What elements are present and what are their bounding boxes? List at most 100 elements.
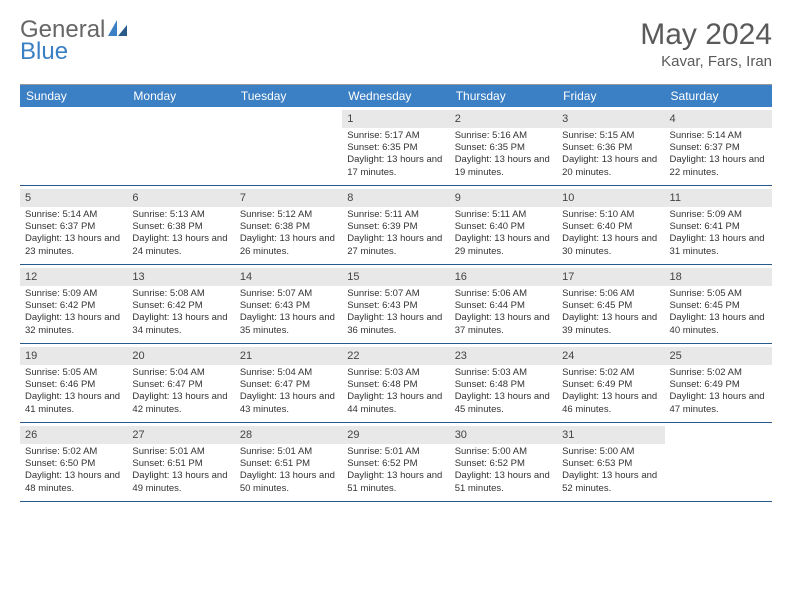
daylight-text: Daylight: 13 hours and 51 minutes. xyxy=(455,470,552,494)
day-header-tuesday: Tuesday xyxy=(235,85,342,107)
day-number: 19 xyxy=(20,347,127,365)
sunset-text: Sunset: 6:50 PM xyxy=(25,458,122,470)
sunset-text: Sunset: 6:37 PM xyxy=(25,221,122,233)
calendar-cell: 15Sunrise: 5:07 AMSunset: 6:43 PMDayligh… xyxy=(342,265,449,343)
daylight-text: Daylight: 13 hours and 45 minutes. xyxy=(455,391,552,415)
sunset-text: Sunset: 6:48 PM xyxy=(347,379,444,391)
daylight-text: Daylight: 13 hours and 41 minutes. xyxy=(25,391,122,415)
sunset-text: Sunset: 6:38 PM xyxy=(132,221,229,233)
day-number: 6 xyxy=(127,189,234,207)
sunset-text: Sunset: 6:35 PM xyxy=(455,142,552,154)
day-number: 9 xyxy=(450,189,557,207)
day-number: 28 xyxy=(235,426,342,444)
sunrise-text: Sunrise: 5:02 AM xyxy=(670,367,767,379)
sunrise-text: Sunrise: 5:12 AM xyxy=(240,209,337,221)
sunrise-text: Sunrise: 5:13 AM xyxy=(132,209,229,221)
page-header: GeneralBlue May 2024 Kavar, Fars, Iran xyxy=(20,18,772,70)
sunrise-text: Sunrise: 5:08 AM xyxy=(132,288,229,300)
day-number: 22 xyxy=(342,347,449,365)
sunset-text: Sunset: 6:51 PM xyxy=(240,458,337,470)
sunset-text: Sunset: 6:39 PM xyxy=(347,221,444,233)
calendar-cell: 12Sunrise: 5:09 AMSunset: 6:42 PMDayligh… xyxy=(20,265,127,343)
sunset-text: Sunset: 6:45 PM xyxy=(562,300,659,312)
day-number: 7 xyxy=(235,189,342,207)
sunrise-text: Sunrise: 5:01 AM xyxy=(347,446,444,458)
daylight-text: Daylight: 13 hours and 26 minutes. xyxy=(240,233,337,257)
calendar-cell: 13Sunrise: 5:08 AMSunset: 6:42 PMDayligh… xyxy=(127,265,234,343)
sunset-text: Sunset: 6:42 PM xyxy=(132,300,229,312)
sunrise-text: Sunrise: 5:11 AM xyxy=(455,209,552,221)
sunset-text: Sunset: 6:35 PM xyxy=(347,142,444,154)
sunset-text: Sunset: 6:51 PM xyxy=(132,458,229,470)
daylight-text: Daylight: 13 hours and 30 minutes. xyxy=(562,233,659,257)
day-number: 14 xyxy=(235,268,342,286)
sunrise-text: Sunrise: 5:14 AM xyxy=(670,130,767,142)
day-number: 1 xyxy=(342,110,449,128)
day-header-wednesday: Wednesday xyxy=(342,85,449,107)
sunset-text: Sunset: 6:43 PM xyxy=(347,300,444,312)
sunset-text: Sunset: 6:43 PM xyxy=(240,300,337,312)
calendar-cell: 26Sunrise: 5:02 AMSunset: 6:50 PMDayligh… xyxy=(20,423,127,501)
calendar-cell: 24Sunrise: 5:02 AMSunset: 6:49 PMDayligh… xyxy=(557,344,664,422)
brand-part2: Blue xyxy=(20,40,129,64)
calendar-cell: 21Sunrise: 5:04 AMSunset: 6:47 PMDayligh… xyxy=(235,344,342,422)
daylight-text: Daylight: 13 hours and 27 minutes. xyxy=(347,233,444,257)
calendar-cell: 17Sunrise: 5:06 AMSunset: 6:45 PMDayligh… xyxy=(557,265,664,343)
sunrise-text: Sunrise: 5:02 AM xyxy=(562,367,659,379)
day-number: 3 xyxy=(557,110,664,128)
sunrise-text: Sunrise: 5:01 AM xyxy=(132,446,229,458)
calendar-cell: 7 Sunrise: 5:12 AMSunset: 6:38 PMDaylight… xyxy=(235,186,342,264)
calendar-cell: 10Sunrise: 5:10 AMSunset: 6:40 PMDayligh… xyxy=(557,186,664,264)
day-header-row: SundayMondayTuesdayWednesdayThursdayFrid… xyxy=(20,85,772,107)
week-row: 1Sunrise: 5:17 AMSunset: 6:35 PMDaylight… xyxy=(20,107,772,186)
day-number: 17 xyxy=(557,268,664,286)
day-number: 8 xyxy=(342,189,449,207)
calendar-cell: 9 Sunrise: 5:11 AMSunset: 6:40 PMDaylight… xyxy=(450,186,557,264)
daylight-text: Daylight: 13 hours and 23 minutes. xyxy=(25,233,122,257)
daylight-text: Daylight: 13 hours and 22 minutes. xyxy=(670,154,767,178)
sunrise-text: Sunrise: 5:07 AM xyxy=(240,288,337,300)
sunset-text: Sunset: 6:47 PM xyxy=(240,379,337,391)
calendar-cell: 20Sunrise: 5:04 AMSunset: 6:47 PMDayligh… xyxy=(127,344,234,422)
month-title: May 2024 xyxy=(640,18,772,51)
daylight-text: Daylight: 13 hours and 24 minutes. xyxy=(132,233,229,257)
day-number: 24 xyxy=(557,347,664,365)
calendar-cell: 18Sunrise: 5:05 AMSunset: 6:45 PMDayligh… xyxy=(665,265,772,343)
sunset-text: Sunset: 6:38 PM xyxy=(240,221,337,233)
calendar-cell: 16Sunrise: 5:06 AMSunset: 6:44 PMDayligh… xyxy=(450,265,557,343)
calendar-cell: 6 Sunrise: 5:13 AMSunset: 6:38 PMDaylight… xyxy=(127,186,234,264)
calendar-cell: 30Sunrise: 5:00 AMSunset: 6:52 PMDayligh… xyxy=(450,423,557,501)
sunset-text: Sunset: 6:36 PM xyxy=(562,142,659,154)
sunrise-text: Sunrise: 5:14 AM xyxy=(25,209,122,221)
sunset-text: Sunset: 6:47 PM xyxy=(132,379,229,391)
sunrise-text: Sunrise: 5:02 AM xyxy=(25,446,122,458)
calendar-cell: 22Sunrise: 5:03 AMSunset: 6:48 PMDayligh… xyxy=(342,344,449,422)
day-number: 31 xyxy=(557,426,664,444)
week-row: 19Sunrise: 5:05 AMSunset: 6:46 PMDayligh… xyxy=(20,344,772,423)
daylight-text: Daylight: 13 hours and 49 minutes. xyxy=(132,470,229,494)
daylight-text: Daylight: 13 hours and 51 minutes. xyxy=(347,470,444,494)
day-number: 18 xyxy=(665,268,772,286)
sunrise-text: Sunrise: 5:17 AM xyxy=(347,130,444,142)
calendar-cell: 4Sunrise: 5:14 AMSunset: 6:37 PMDaylight… xyxy=(665,107,772,185)
daylight-text: Daylight: 13 hours and 20 minutes. xyxy=(562,154,659,178)
calendar-cell-empty xyxy=(235,107,342,185)
calendar-cell: 27Sunrise: 5:01 AMSunset: 6:51 PMDayligh… xyxy=(127,423,234,501)
calendar-cell: 28Sunrise: 5:01 AMSunset: 6:51 PMDayligh… xyxy=(235,423,342,501)
week-row: 5Sunrise: 5:14 AMSunset: 6:37 PMDaylight… xyxy=(20,186,772,265)
daylight-text: Daylight: 13 hours and 37 minutes. xyxy=(455,312,552,336)
sunset-text: Sunset: 6:40 PM xyxy=(455,221,552,233)
daylight-text: Daylight: 13 hours and 19 minutes. xyxy=(455,154,552,178)
daylight-text: Daylight: 13 hours and 29 minutes. xyxy=(455,233,552,257)
sunset-text: Sunset: 6:46 PM xyxy=(25,379,122,391)
sunset-text: Sunset: 6:53 PM xyxy=(562,458,659,470)
daylight-text: Daylight: 13 hours and 35 minutes. xyxy=(240,312,337,336)
sunrise-text: Sunrise: 5:07 AM xyxy=(347,288,444,300)
calendar-cell: 14 Sunrise: 5:07 AMSunset: 6:43 PMDayligh… xyxy=(235,265,342,343)
calendar-cell: 19Sunrise: 5:05 AMSunset: 6:46 PMDayligh… xyxy=(20,344,127,422)
day-number: 4 xyxy=(665,110,772,128)
calendar-cell: 29Sunrise: 5:01 AMSunset: 6:52 PMDayligh… xyxy=(342,423,449,501)
day-header-thursday: Thursday xyxy=(450,85,557,107)
daylight-text: Daylight: 13 hours and 34 minutes. xyxy=(132,312,229,336)
sunset-text: Sunset: 6:52 PM xyxy=(347,458,444,470)
